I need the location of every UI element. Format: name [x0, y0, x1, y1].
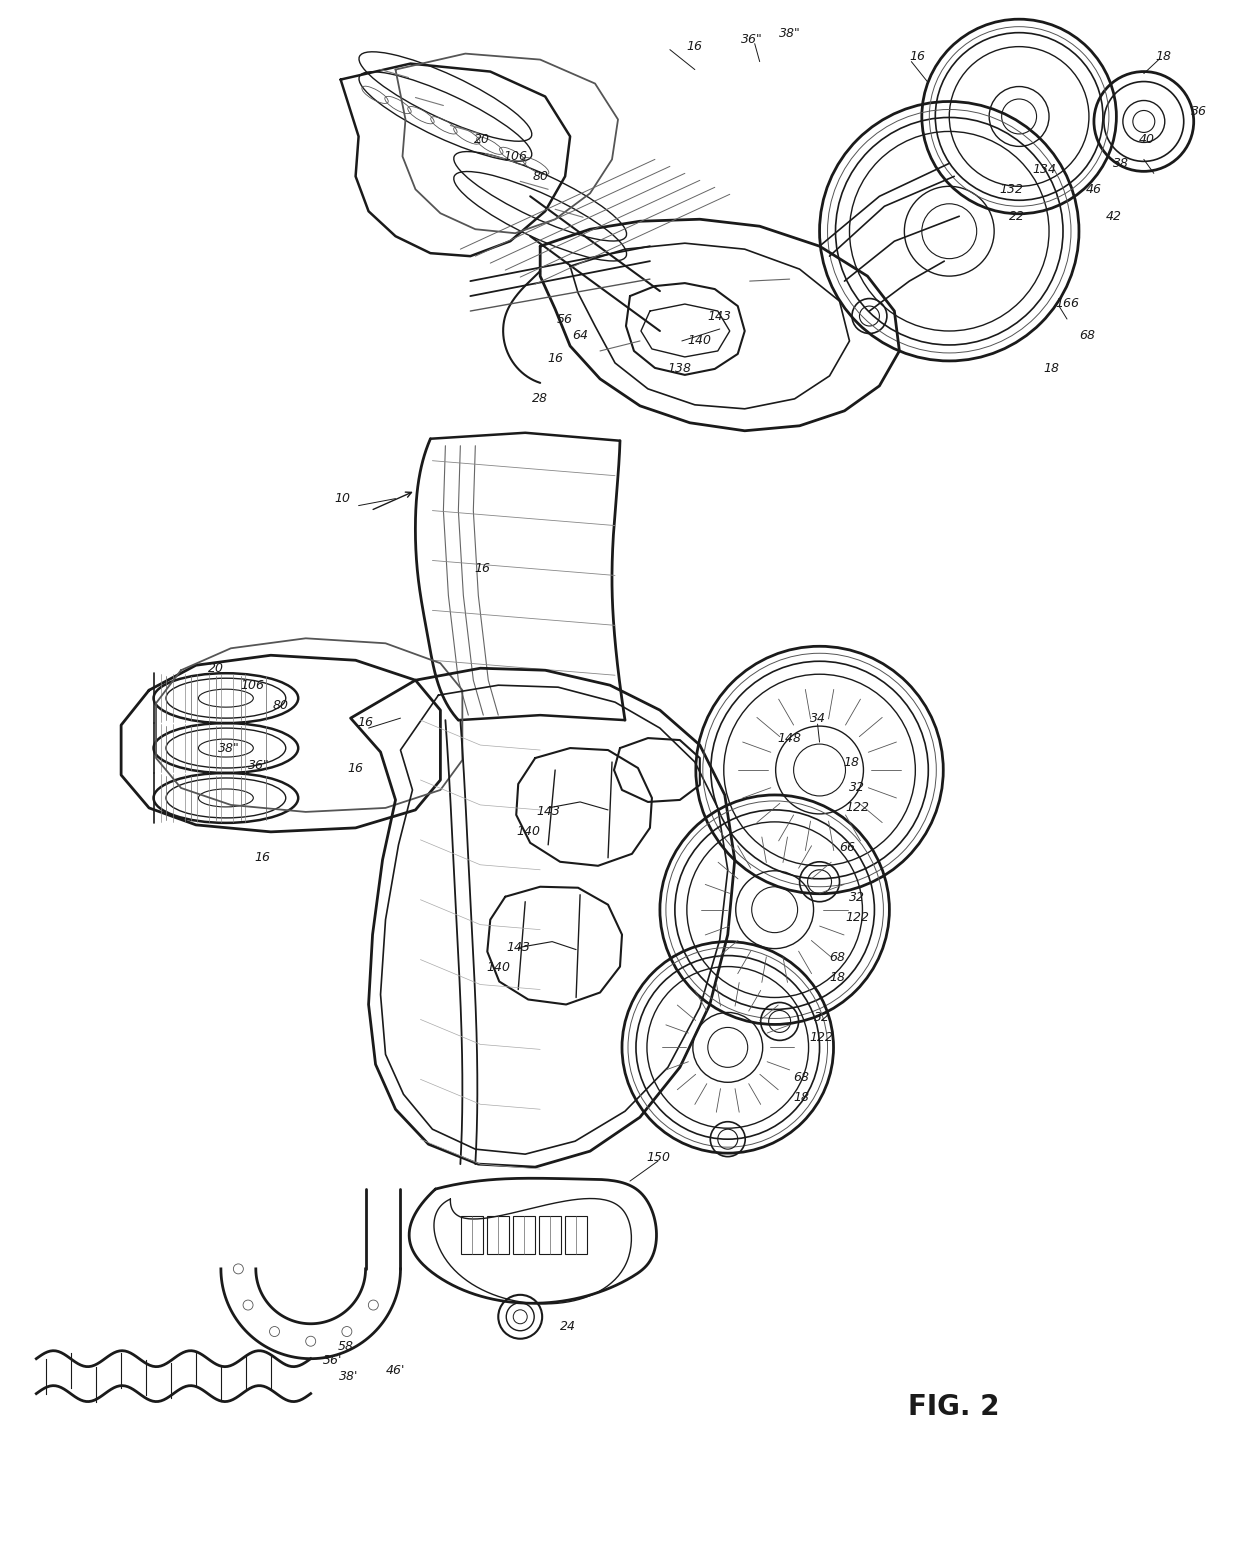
Text: 150: 150: [646, 1151, 670, 1163]
Text: 46: 46: [1086, 182, 1102, 196]
Bar: [539, 1216, 562, 1255]
Bar: [461, 1216, 484, 1255]
Text: 42: 42: [1106, 210, 1122, 222]
Text: 66: 66: [839, 842, 856, 854]
Text: 140: 140: [516, 825, 541, 839]
Text: 28: 28: [532, 392, 548, 405]
Text: 16: 16: [909, 49, 925, 63]
Text: 140: 140: [486, 961, 511, 973]
Text: 122: 122: [846, 912, 869, 924]
Text: 64: 64: [572, 329, 588, 343]
Text: 122: 122: [810, 1031, 833, 1044]
Bar: [513, 1216, 536, 1255]
Text: 36": 36": [248, 759, 269, 771]
Text: 80: 80: [273, 698, 289, 712]
Text: 18: 18: [1043, 363, 1059, 375]
Text: 16: 16: [254, 851, 270, 864]
Text: 38": 38": [779, 28, 801, 40]
Text: 16: 16: [475, 562, 490, 575]
Text: 16: 16: [347, 762, 363, 774]
Text: 56: 56: [557, 312, 573, 326]
Text: 36': 36': [322, 1353, 342, 1367]
Text: 18: 18: [794, 1091, 810, 1103]
Text: 16: 16: [357, 715, 373, 729]
Text: FIG. 2: FIG. 2: [908, 1392, 999, 1420]
Text: 34: 34: [810, 712, 826, 725]
Text: 134: 134: [1032, 162, 1056, 176]
Text: 143: 143: [708, 309, 732, 323]
Text: 46': 46': [386, 1364, 405, 1377]
Text: 166: 166: [1055, 297, 1079, 309]
Text: 40: 40: [1138, 133, 1154, 145]
Text: 18: 18: [1156, 49, 1172, 63]
Text: 32: 32: [813, 1010, 830, 1024]
Text: 132: 132: [999, 182, 1023, 196]
Text: 36: 36: [1190, 105, 1207, 117]
Text: 138: 138: [668, 363, 692, 375]
Text: 140: 140: [688, 334, 712, 348]
Bar: [487, 1216, 510, 1255]
Text: 38": 38": [218, 742, 239, 754]
Text: 24: 24: [560, 1321, 577, 1333]
Text: 38': 38': [339, 1370, 358, 1383]
Text: 143: 143: [506, 941, 531, 955]
Text: 122: 122: [846, 802, 869, 814]
Text: 80: 80: [532, 170, 548, 182]
Text: 38: 38: [1112, 158, 1128, 170]
Text: 32: 32: [849, 891, 866, 904]
Text: 16: 16: [547, 352, 563, 366]
Text: 106: 106: [503, 150, 527, 162]
Text: 143: 143: [536, 805, 560, 819]
Text: 32: 32: [849, 782, 866, 794]
Text: 22: 22: [1009, 210, 1025, 222]
Text: 68: 68: [794, 1071, 810, 1083]
Text: 16: 16: [687, 40, 703, 53]
Text: 20: 20: [475, 133, 490, 145]
Text: 58: 58: [337, 1340, 353, 1353]
Text: 148: 148: [777, 732, 801, 745]
Text: 36": 36": [740, 32, 763, 46]
Text: 68: 68: [1079, 329, 1095, 343]
Text: 18: 18: [843, 756, 859, 768]
Text: 106: 106: [241, 678, 265, 692]
Bar: [565, 1216, 587, 1255]
Text: 10: 10: [335, 493, 351, 505]
Text: 68: 68: [830, 952, 846, 964]
Text: 20: 20: [208, 661, 224, 675]
Text: 18: 18: [830, 972, 846, 984]
